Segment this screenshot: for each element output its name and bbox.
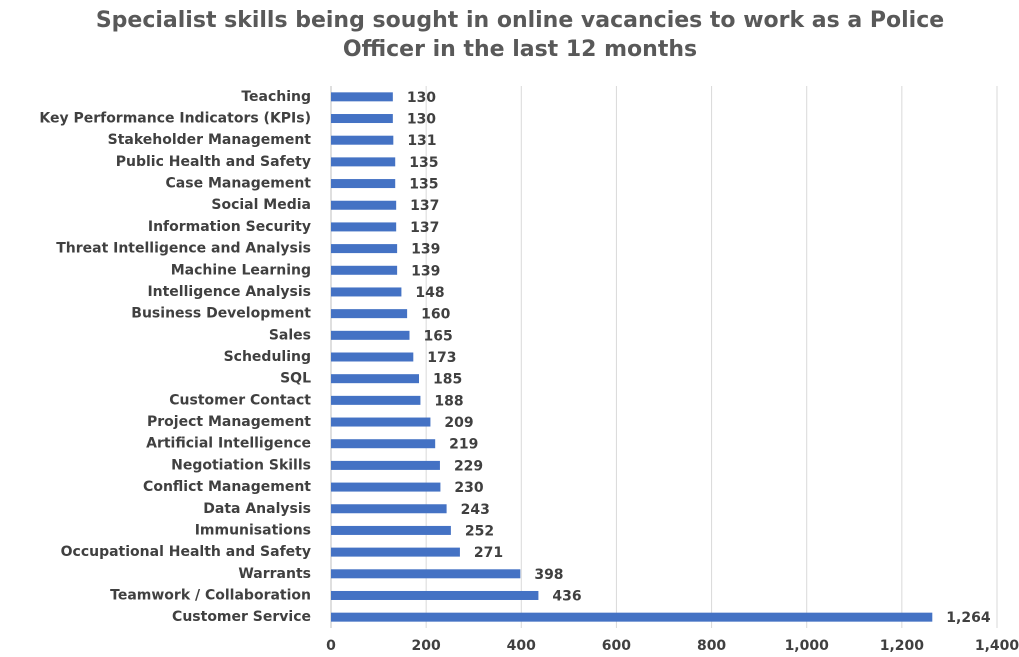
y-tick-label: Data Analysis — [203, 501, 311, 517]
bar — [331, 590, 539, 600]
data-label: 188 — [434, 393, 463, 409]
data-label: 137 — [410, 220, 439, 236]
y-tick-label: Information Security — [148, 219, 311, 235]
data-label: 398 — [534, 567, 563, 583]
data-label: 137 — [410, 198, 439, 214]
bar — [331, 114, 393, 124]
x-tick-label: 600 — [602, 638, 631, 654]
bar — [331, 504, 447, 514]
y-tick-label: SQL — [280, 371, 311, 387]
bar — [331, 200, 397, 210]
data-label: 229 — [454, 458, 483, 474]
y-tick-label: Teamwork / Collaboration — [110, 587, 311, 603]
y-tick-label: Social Media — [211, 197, 311, 213]
y-tick-label: Case Management — [166, 176, 312, 192]
x-tick-label: 1,200 — [880, 638, 925, 654]
y-tick-label: Scheduling — [224, 349, 311, 365]
x-tick-label: 0 — [326, 638, 336, 654]
y-tick-label: Sales — [269, 327, 311, 343]
data-label: 131 — [407, 133, 436, 149]
bar — [331, 547, 460, 557]
y-tick-label: Public Health and Safety — [116, 154, 311, 170]
bar — [331, 265, 398, 275]
y-tick-label: Teaching — [241, 89, 311, 105]
chart-title: Specialist skills being sought in online… — [95, 8, 945, 62]
y-tick-label: Project Management — [147, 414, 311, 430]
bar — [331, 287, 402, 297]
data-label: 230 — [454, 480, 483, 496]
data-label: 271 — [474, 545, 503, 561]
data-label: 173 — [427, 350, 456, 366]
bar — [331, 525, 451, 535]
y-tick-label: Conflict Management — [143, 479, 311, 495]
y-tick-label: Key Performance Indicators (KPIs) — [39, 111, 311, 127]
y-tick-label: Stakeholder Management — [108, 132, 312, 148]
bar — [331, 569, 521, 579]
bar — [331, 92, 393, 102]
data-label: 165 — [423, 328, 452, 344]
data-label: 252 — [465, 523, 494, 539]
y-tick-label: Business Development — [131, 306, 311, 322]
x-tick-label: 1,000 — [785, 638, 830, 654]
y-tick-label: Customer Service — [172, 609, 311, 625]
bar — [331, 460, 440, 470]
y-tick-label: Threat Intelligence and Analysis — [56, 241, 311, 257]
data-label: 139 — [411, 242, 440, 258]
y-tick-label: Artificial Intelligence — [146, 436, 311, 452]
y-tick-label: Occupational Health and Safety — [61, 544, 311, 560]
bar — [331, 374, 420, 384]
y-tick-label: Intelligence Analysis — [147, 284, 311, 300]
y-tick-label: Customer Contact — [169, 392, 311, 408]
x-tick-label: 800 — [697, 638, 726, 654]
data-label: 219 — [449, 437, 478, 453]
bar — [331, 330, 410, 340]
y-tick-label: Warrants — [238, 566, 311, 582]
data-label: 135 — [409, 155, 438, 171]
bar — [331, 482, 441, 492]
data-label: 130 — [407, 112, 436, 128]
data-label: 135 — [409, 177, 438, 193]
data-label: 160 — [421, 307, 450, 323]
data-label: 130 — [407, 90, 436, 106]
data-label: 209 — [444, 415, 473, 431]
bar — [331, 395, 421, 405]
y-tick-label: Immunisations — [195, 522, 311, 538]
x-tick-label: 1,400 — [975, 638, 1019, 654]
bar — [331, 417, 431, 427]
data-label: 243 — [461, 502, 490, 518]
x-tick-label: 400 — [507, 638, 536, 654]
bar — [331, 244, 398, 254]
data-label: 1,264 — [946, 610, 991, 626]
bar — [331, 157, 396, 167]
bar — [331, 222, 397, 232]
data-label: 185 — [433, 372, 462, 388]
bar — [331, 309, 408, 319]
y-tick-label: Machine Learning — [171, 262, 311, 278]
bar — [331, 135, 394, 145]
data-label: 148 — [415, 285, 444, 301]
data-label: 139 — [411, 263, 440, 279]
bar — [331, 612, 933, 622]
bar — [331, 179, 396, 189]
data-label: 436 — [552, 588, 581, 604]
x-tick-label: 200 — [412, 638, 441, 654]
bar — [331, 352, 414, 362]
bar — [331, 439, 436, 449]
y-tick-label: Negotiation Skills — [171, 457, 311, 473]
